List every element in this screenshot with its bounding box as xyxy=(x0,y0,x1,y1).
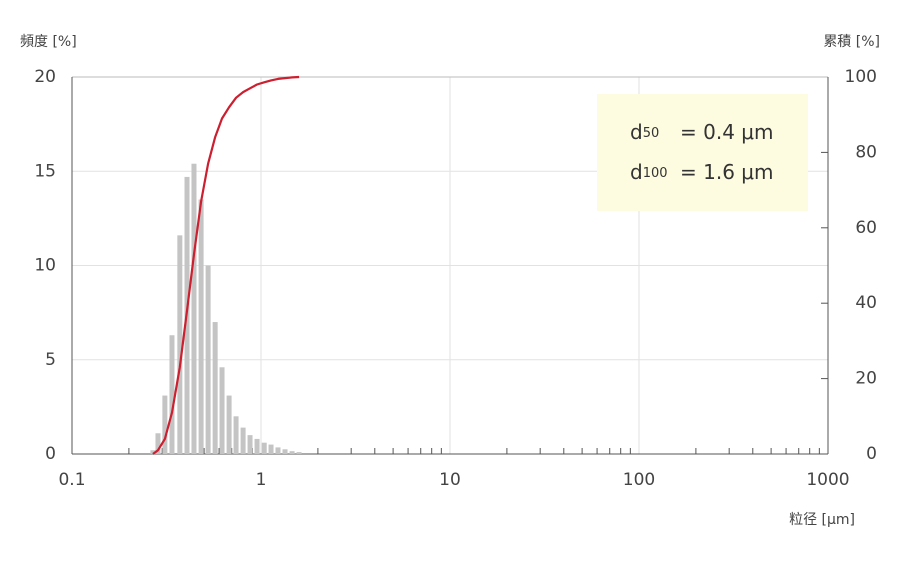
bar xyxy=(282,449,288,454)
y-tick-label: 0 xyxy=(45,444,56,464)
y2-tick-label: 100 xyxy=(845,67,877,87)
bar xyxy=(155,433,161,454)
x-axis-title: 粒径 [μm] xyxy=(789,512,855,528)
bar xyxy=(205,265,211,454)
x-tick-label: 100 xyxy=(623,470,655,490)
y-tick-label: 5 xyxy=(45,350,56,370)
bar xyxy=(261,442,267,454)
annotation-text: = 1.6 μm xyxy=(680,160,774,184)
y2-tick-label: 80 xyxy=(855,142,877,162)
bar xyxy=(177,235,183,454)
bar xyxy=(191,163,197,454)
bar xyxy=(162,395,168,454)
y-tick-label: 20 xyxy=(34,67,56,87)
annotation: d100 = 1.6 μm xyxy=(630,160,774,184)
bar xyxy=(275,447,281,454)
y2-tick-label: 40 xyxy=(855,293,877,313)
bar xyxy=(289,451,295,454)
bar xyxy=(169,335,175,454)
y2-axis-title: 累積 [%] xyxy=(823,34,880,50)
bar xyxy=(150,450,156,454)
bar xyxy=(233,416,239,454)
annotation-symbol: d xyxy=(630,160,643,184)
annotation-box xyxy=(597,94,808,211)
cumulative-line xyxy=(152,75,300,455)
bar xyxy=(240,427,246,454)
bar xyxy=(254,438,260,454)
bar xyxy=(212,322,218,454)
annotation-text: = 0.4 μm xyxy=(680,120,774,144)
x-tick-label: 1000 xyxy=(806,470,849,490)
annotation: d50 = 0.4 μm xyxy=(630,120,774,144)
y-tick-label: 15 xyxy=(34,161,56,181)
x-tick-label: 0.1 xyxy=(58,470,85,490)
bar xyxy=(226,395,232,454)
bar xyxy=(219,367,225,454)
y-tick-label: 10 xyxy=(34,256,56,276)
y2-tick-label: 20 xyxy=(855,369,877,389)
bar xyxy=(268,444,274,454)
annotation-subscript: 50 xyxy=(643,126,660,141)
bar xyxy=(247,435,253,454)
y2-tick-label: 0 xyxy=(866,444,877,464)
bar xyxy=(296,452,302,454)
annotation-subscript: 100 xyxy=(643,166,668,181)
x-tick-label: 10 xyxy=(439,470,461,490)
x-tick-label: 1 xyxy=(256,470,267,490)
y-axis-title: 頻度 [%] xyxy=(20,34,77,50)
y2-tick-label: 60 xyxy=(855,218,877,238)
annotation-symbol: d xyxy=(630,120,643,144)
bar xyxy=(198,199,204,454)
